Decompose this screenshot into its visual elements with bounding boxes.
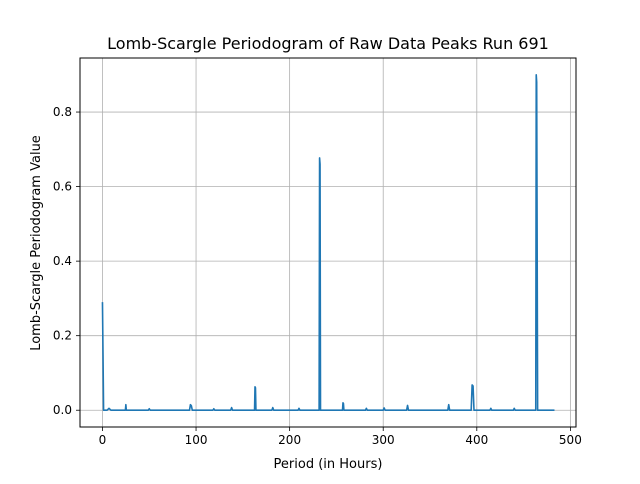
y-axis-label: Lomb-Scargle Periodogram Value [29, 135, 44, 351]
x-tick-label: 0 [99, 433, 107, 447]
chart-title: Lomb-Scargle Periodogram of Raw Data Pea… [107, 34, 549, 53]
x-tick-label: 400 [465, 433, 488, 447]
y-tick-label: 0.4 [53, 254, 72, 268]
y-tick-label: 0.0 [53, 403, 72, 417]
x-axis-label: Period (in Hours) [274, 457, 383, 472]
x-tick-label: 100 [185, 433, 208, 447]
axis-ticks: 0 100 200 300 400 500 0.0 0.2 0.4 0.6 0.8 [53, 105, 582, 447]
plot-frame [79, 57, 577, 428]
series-line-0 [101, 73, 555, 412]
y-tick-label: 0.8 [53, 105, 72, 119]
x-tick-label: 500 [559, 433, 582, 447]
x-tick-label: 200 [278, 433, 301, 447]
y-tick-label: 0.2 [53, 329, 72, 343]
series-layer [101, 73, 555, 412]
x-tick-label: 300 [372, 433, 395, 447]
grid [80, 58, 576, 427]
y-tick-label: 0.6 [53, 180, 72, 194]
